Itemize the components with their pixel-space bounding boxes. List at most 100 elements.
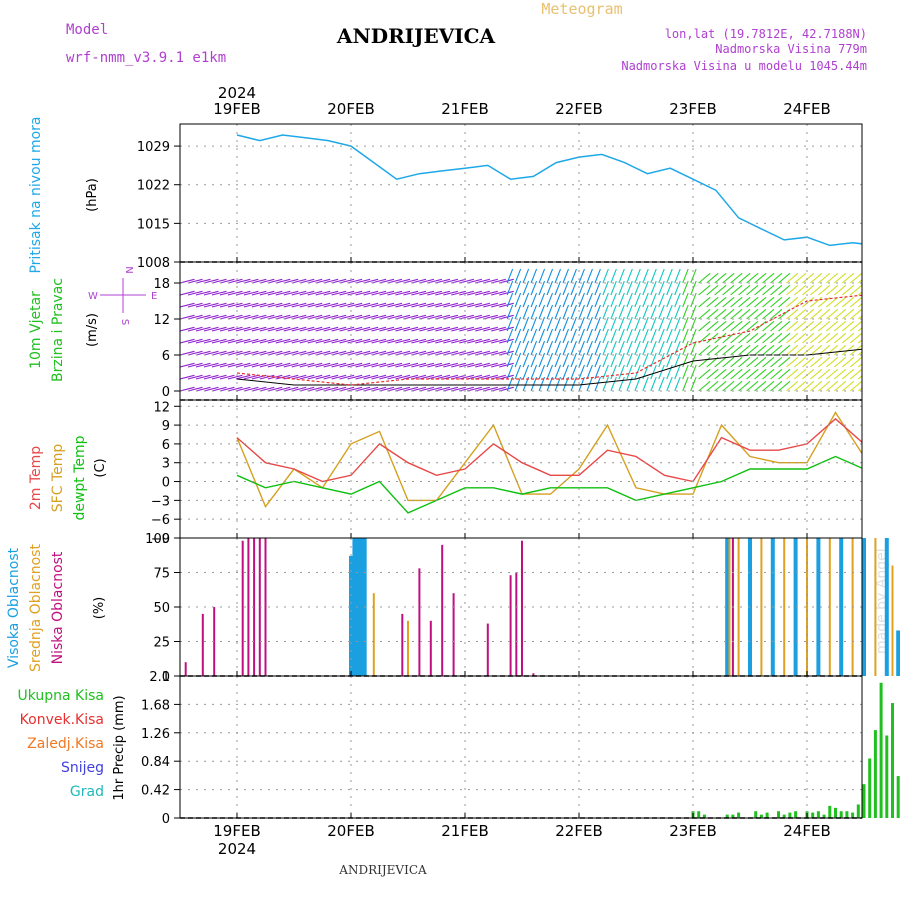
- wind-barb: [554, 352, 562, 368]
- wind-barb: [459, 386, 474, 392]
- wind-barb: [403, 314, 419, 320]
- wind-barb: [762, 308, 775, 320]
- wind-barb: [586, 304, 593, 320]
- wind-barb: [810, 296, 823, 308]
- wind-barb: [778, 380, 791, 392]
- wind-barb: [339, 314, 355, 320]
- model-name: wrf-nmm_v3.9.1 e1km: [66, 50, 226, 66]
- wind-barb: [722, 308, 735, 320]
- wind-barb: [538, 292, 546, 308]
- wind-barb: [698, 344, 711, 356]
- wind-barb: [770, 356, 783, 368]
- wind-barb: [674, 352, 681, 368]
- wind-barb: [570, 280, 577, 296]
- compass-e: E: [151, 291, 157, 302]
- wind-barb: [770, 344, 783, 356]
- wind-barb: [522, 328, 530, 344]
- wind-barb: [387, 302, 403, 308]
- wind-barb: [459, 278, 474, 284]
- wind-barb: [379, 374, 395, 380]
- precip-bar: [737, 812, 741, 818]
- wind-barb: [195, 278, 211, 284]
- wind-barb: [841, 284, 855, 296]
- wind-barb: [642, 376, 649, 392]
- precip-bar: [777, 811, 780, 818]
- wind-barb: [387, 350, 403, 356]
- wind-barb: [682, 328, 689, 344]
- wind-barb: [738, 284, 751, 296]
- wind-barb: [738, 380, 751, 392]
- mid-cloud-bar: [783, 538, 786, 676]
- wind-barb: [499, 362, 514, 368]
- wind-barb: [730, 380, 743, 392]
- wind-barb: [451, 302, 466, 308]
- wind-barb: [690, 268, 697, 284]
- wind-barb: [347, 302, 363, 308]
- wind-barb: [849, 272, 862, 284]
- wind-barb: [315, 314, 331, 320]
- wind-barb: [562, 268, 569, 284]
- wind-barb: [530, 316, 538, 332]
- wind-barb: [554, 292, 562, 308]
- wind-barb: [746, 284, 759, 296]
- wind-barb: [347, 326, 363, 332]
- wind-barb: [291, 290, 307, 296]
- wind-barb: [275, 326, 291, 332]
- wind-barb: [538, 328, 546, 344]
- wind-barb: [355, 314, 371, 320]
- wind-barb: [331, 386, 347, 392]
- wind-ytick-label: 18: [153, 277, 170, 292]
- wind-barb: [610, 292, 617, 308]
- wind-barb: [698, 296, 711, 308]
- day-labels-top: 19FEB 20FEB 21FEB 22FEB 23FEB 24FEB: [213, 100, 830, 118]
- wind-barb: [187, 374, 203, 380]
- wind-barb: [538, 352, 546, 368]
- wind-barb: [522, 280, 530, 296]
- wind-barb: [499, 326, 514, 332]
- wind-barb: [730, 272, 743, 284]
- wind-barb: [506, 340, 514, 356]
- wind-barb: [251, 314, 267, 320]
- wind-barb: [826, 380, 839, 392]
- wind-barb: [475, 350, 490, 356]
- wind-barb: [323, 350, 339, 356]
- wind-barb: [882, 273, 893, 283]
- wind-barb: [674, 304, 681, 320]
- t2m-line: [236, 417, 862, 483]
- temp-ylabel-1: 2m Temp: [28, 446, 44, 510]
- wind-barb: [546, 280, 554, 296]
- wind-barb: [690, 304, 697, 320]
- wind-barb: [610, 340, 617, 356]
- wind-barb: [849, 296, 862, 308]
- wind-barb: [251, 326, 267, 332]
- wind-barb: [578, 268, 585, 284]
- wind-barb: [387, 278, 403, 284]
- wind-barb: [235, 350, 251, 356]
- wind-barb: [195, 338, 211, 344]
- wind-barb: [427, 338, 443, 344]
- wind-barb: [706, 380, 719, 392]
- wind-barb: [746, 320, 759, 332]
- wind-barb: [770, 284, 783, 296]
- wind-barb: [251, 278, 267, 284]
- wind-barb: [618, 280, 625, 296]
- wind-barb: [514, 376, 522, 392]
- wind-barb: [794, 368, 807, 380]
- wind-barb: [451, 350, 466, 356]
- wind-barb: [514, 340, 522, 356]
- wind-barb: [267, 350, 283, 356]
- wind-barb: [347, 374, 363, 380]
- wind-barb: [499, 314, 514, 320]
- footer-station: ANDRIJEVICA: [338, 863, 427, 877]
- wind-barb: [259, 362, 275, 368]
- wind-barb: [339, 386, 355, 392]
- wind-barb: [642, 268, 649, 284]
- wind-barb: [841, 320, 855, 332]
- mid-cloud-bar: [874, 538, 877, 676]
- wind-barb: [754, 320, 767, 332]
- wind-barb: [371, 338, 387, 344]
- wind-barb: [435, 290, 451, 296]
- wind-barb: [315, 290, 331, 296]
- wind-barb: [227, 350, 243, 356]
